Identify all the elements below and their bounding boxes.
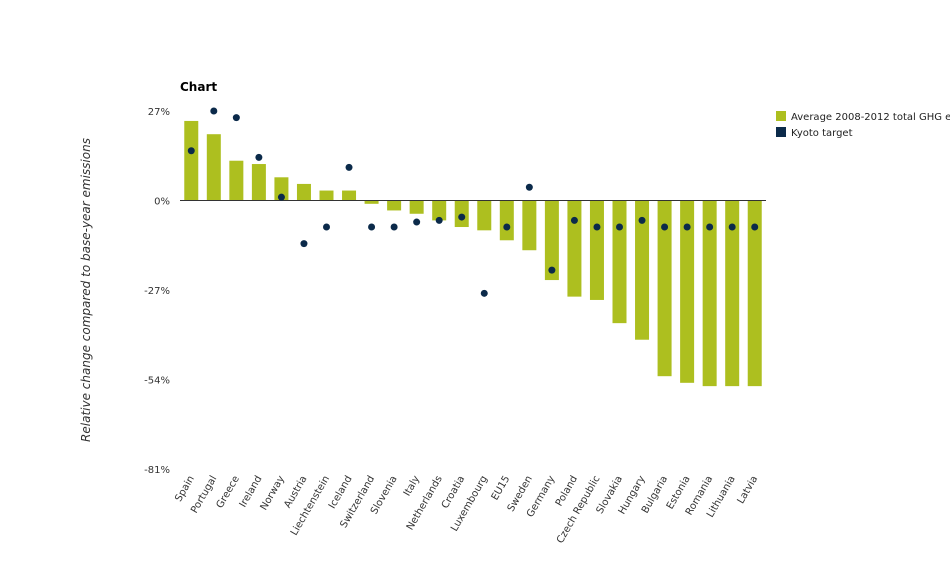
point bbox=[503, 223, 511, 231]
point bbox=[368, 223, 376, 231]
point bbox=[277, 193, 285, 201]
bar bbox=[567, 200, 582, 297]
y-tick-label: 27% bbox=[148, 107, 170, 118]
bar bbox=[612, 200, 627, 324]
point bbox=[706, 223, 714, 231]
point bbox=[661, 223, 669, 231]
point bbox=[683, 223, 691, 231]
y-tick-label: -54% bbox=[144, 376, 170, 387]
bar bbox=[702, 200, 717, 387]
bar bbox=[229, 160, 244, 201]
point bbox=[232, 114, 240, 122]
point bbox=[255, 153, 263, 161]
bar bbox=[747, 200, 762, 387]
bar bbox=[274, 177, 289, 201]
bar bbox=[432, 200, 447, 221]
chart-title: Chart bbox=[180, 80, 217, 94]
x-tick-label: Italy bbox=[402, 474, 422, 498]
y-axis-label: Relative change compared to base-year em… bbox=[79, 138, 93, 442]
bar bbox=[364, 200, 379, 204]
point bbox=[435, 216, 443, 224]
y-tick-label: 0% bbox=[154, 197, 170, 208]
bar bbox=[319, 190, 334, 201]
bar bbox=[409, 200, 424, 214]
point bbox=[548, 266, 556, 274]
x-tick-label: Spain bbox=[173, 474, 197, 504]
point bbox=[480, 289, 488, 297]
point bbox=[458, 213, 466, 221]
bar bbox=[544, 200, 559, 281]
point-series bbox=[187, 107, 759, 297]
point bbox=[638, 216, 646, 224]
bar bbox=[589, 200, 604, 300]
x-tick-label: Latvia bbox=[736, 474, 761, 506]
y-tick-label: -27% bbox=[144, 286, 170, 297]
legend-label-bar: Average 2008-2012 total GHG e bbox=[791, 112, 950, 123]
bar-series bbox=[184, 120, 762, 387]
point bbox=[345, 163, 353, 171]
point bbox=[187, 147, 195, 155]
bar bbox=[725, 200, 740, 387]
bar bbox=[387, 200, 402, 211]
bar bbox=[499, 200, 514, 241]
point bbox=[593, 223, 601, 231]
x-axis-labels: SpainPortugalGreeceIrelandNorwayAustriaL… bbox=[173, 474, 760, 546]
point bbox=[210, 107, 218, 115]
legend: Average 2008-2012 total GHG e Kyoto targ… bbox=[776, 111, 950, 139]
point bbox=[751, 223, 759, 231]
y-tick-label: -81% bbox=[144, 465, 170, 476]
point bbox=[300, 240, 308, 248]
bar bbox=[296, 183, 311, 201]
bar bbox=[477, 200, 492, 231]
x-tick-label: EU15 bbox=[490, 474, 513, 502]
bar bbox=[342, 190, 357, 201]
y-axis: 27% 0% -27% -54% -81% bbox=[144, 107, 170, 476]
bar bbox=[251, 164, 266, 201]
point bbox=[616, 223, 623, 231]
bar bbox=[522, 200, 537, 251]
bar bbox=[657, 200, 672, 377]
point bbox=[413, 218, 421, 226]
bar bbox=[206, 134, 221, 201]
bar bbox=[184, 120, 199, 201]
point bbox=[570, 216, 578, 224]
legend-swatch-point bbox=[776, 127, 786, 137]
point bbox=[525, 183, 533, 191]
point bbox=[390, 223, 398, 231]
bar bbox=[635, 200, 650, 340]
point bbox=[323, 223, 330, 231]
bar bbox=[680, 200, 695, 383]
point bbox=[728, 223, 736, 231]
legend-label-point: Kyoto target bbox=[791, 128, 853, 139]
legend-swatch-bar bbox=[776, 111, 786, 121]
